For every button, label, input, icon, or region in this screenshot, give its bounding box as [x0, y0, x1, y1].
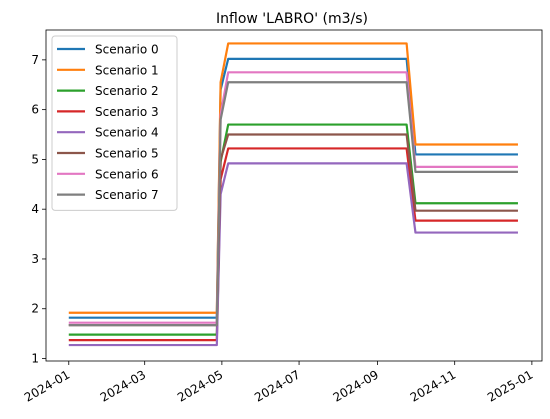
- legend-label-scenario-0: Scenario 0: [95, 43, 159, 57]
- y-tick-label: 4: [31, 202, 39, 216]
- legend-label-scenario-7: Scenario 7: [95, 188, 159, 202]
- x-axis: 2024-01 2024-03 2024-05 2024-07 2024-09 2024-…: [22, 361, 535, 405]
- legend: Scenario 0 Scenario 1 Scenario 2 Scenario 3…: [51, 35, 178, 211]
- y-tick-label: 3: [31, 252, 39, 266]
- legend-label-scenario-3: Scenario 3: [95, 105, 159, 119]
- legend-label-scenario-2: Scenario 2: [95, 84, 159, 98]
- y-axis: 1 2 3 4 5 6 7: [31, 53, 46, 366]
- legend-label-scenario-4: Scenario 4: [95, 126, 159, 140]
- x-tick-label: 2024-05: [175, 367, 225, 404]
- legend-label-scenario-5: Scenario 5: [95, 147, 159, 161]
- y-tick-label: 7: [31, 53, 39, 67]
- x-tick-label: 2024-01: [22, 367, 72, 404]
- y-tick-label: 5: [31, 152, 39, 166]
- series-line-scenario-4: [68, 162, 518, 347]
- y-tick-label: 6: [31, 103, 39, 117]
- x-tick-label: 2025-01: [485, 367, 535, 404]
- x-tick-label: 2024-07: [252, 367, 302, 404]
- legend-label-scenario-6: Scenario 6: [95, 167, 159, 181]
- series-layer: [68, 42, 518, 347]
- legend-box: [51, 35, 178, 211]
- series-line-scenario-7: [68, 81, 518, 327]
- legend-label-scenario-1: Scenario 1: [95, 63, 159, 77]
- x-tick-label: 2024-11: [408, 367, 458, 404]
- x-tick-label: 2024-09: [331, 367, 381, 404]
- plot-frame: [45, 29, 543, 362]
- y-tick-label: 1: [31, 352, 39, 366]
- y-tick-label: 2: [31, 302, 39, 316]
- chart-title: Inflow 'LABRO' (m3/s): [216, 11, 368, 27]
- x-tick-label: 2024-03: [98, 367, 148, 404]
